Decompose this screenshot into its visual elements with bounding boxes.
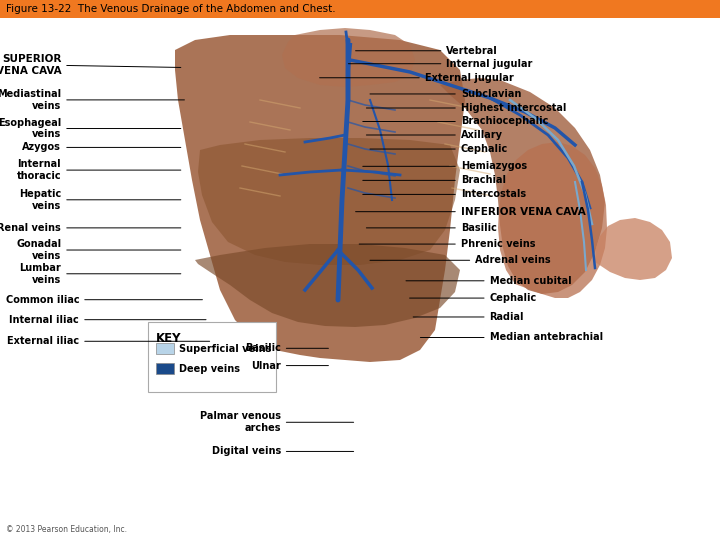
Bar [0,0,720,18]
Text: Digital veins: Digital veins [212,447,354,456]
Text: INFERIOR VENA CAVA: INFERIOR VENA CAVA [356,207,585,217]
Text: External iliac: External iliac [7,336,210,346]
Text: Lumbar
veins: Lumbar veins [19,263,181,285]
Polygon shape [498,142,607,298]
Text: Intercostals: Intercostals [363,190,526,199]
Text: Palmar venous
arches: Palmar venous arches [200,411,354,433]
Polygon shape [440,78,605,294]
Text: Subclavian: Subclavian [370,89,521,99]
Text: © 2013 Pearson Education, Inc.: © 2013 Pearson Education, Inc. [6,525,127,534]
Text: Mediastinal
veins: Mediastinal veins [0,89,184,111]
Polygon shape [282,28,415,87]
Text: Cephalic: Cephalic [370,144,508,154]
Text: Renal veins: Renal veins [0,223,181,233]
Text: Median cubital: Median cubital [406,276,571,286]
Text: Highest intercostal: Highest intercostal [366,103,566,113]
Text: Azygos: Azygos [22,143,181,152]
Text: SUPERIOR
VENA CAVA: SUPERIOR VENA CAVA [0,54,181,76]
Text: Median antebrachial: Median antebrachial [420,333,603,342]
Text: Vertebral: Vertebral [356,46,498,56]
Text: Hemiazygos: Hemiazygos [363,161,527,171]
Polygon shape [595,218,672,280]
Text: Basilic: Basilic [366,223,497,233]
Text: Phrenic veins: Phrenic veins [359,239,535,249]
Polygon shape [195,244,460,327]
FancyBboxPatch shape [148,322,276,392]
Text: Radial: Radial [413,312,524,322]
Text: Internal jugular: Internal jugular [348,59,533,69]
Text: Superficial veins: Superficial veins [179,343,271,354]
Text: External jugular: External jugular [320,73,513,83]
Text: Hepatic
veins: Hepatic veins [19,189,181,211]
Bar [156,343,174,354]
Text: Internal iliac: Internal iliac [9,315,206,325]
Text: Adrenal veins: Adrenal veins [370,255,551,265]
Text: Common iliac: Common iliac [6,295,202,305]
Bar [156,363,174,374]
Text: Deep veins: Deep veins [179,363,240,374]
Text: Brachial: Brachial [363,176,505,185]
Text: KEY: KEY [156,332,181,345]
Polygon shape [175,35,465,362]
Polygon shape [198,138,460,265]
Text: Basilic: Basilic [245,343,328,353]
Text: Gonadal
veins: Gonadal veins [16,239,181,261]
Text: Axillary: Axillary [366,130,503,140]
Text: Figure 13-22  The Venous Drainage of the Abdomen and Chest.: Figure 13-22 The Venous Drainage of the … [6,4,336,14]
Text: Cephalic: Cephalic [410,293,537,303]
Text: Internal
thoracic: Internal thoracic [17,159,181,181]
Text: Ulnar: Ulnar [251,361,328,370]
Text: Esophageal
veins: Esophageal veins [0,118,181,139]
Text: Brachiocephalic: Brachiocephalic [363,117,548,126]
